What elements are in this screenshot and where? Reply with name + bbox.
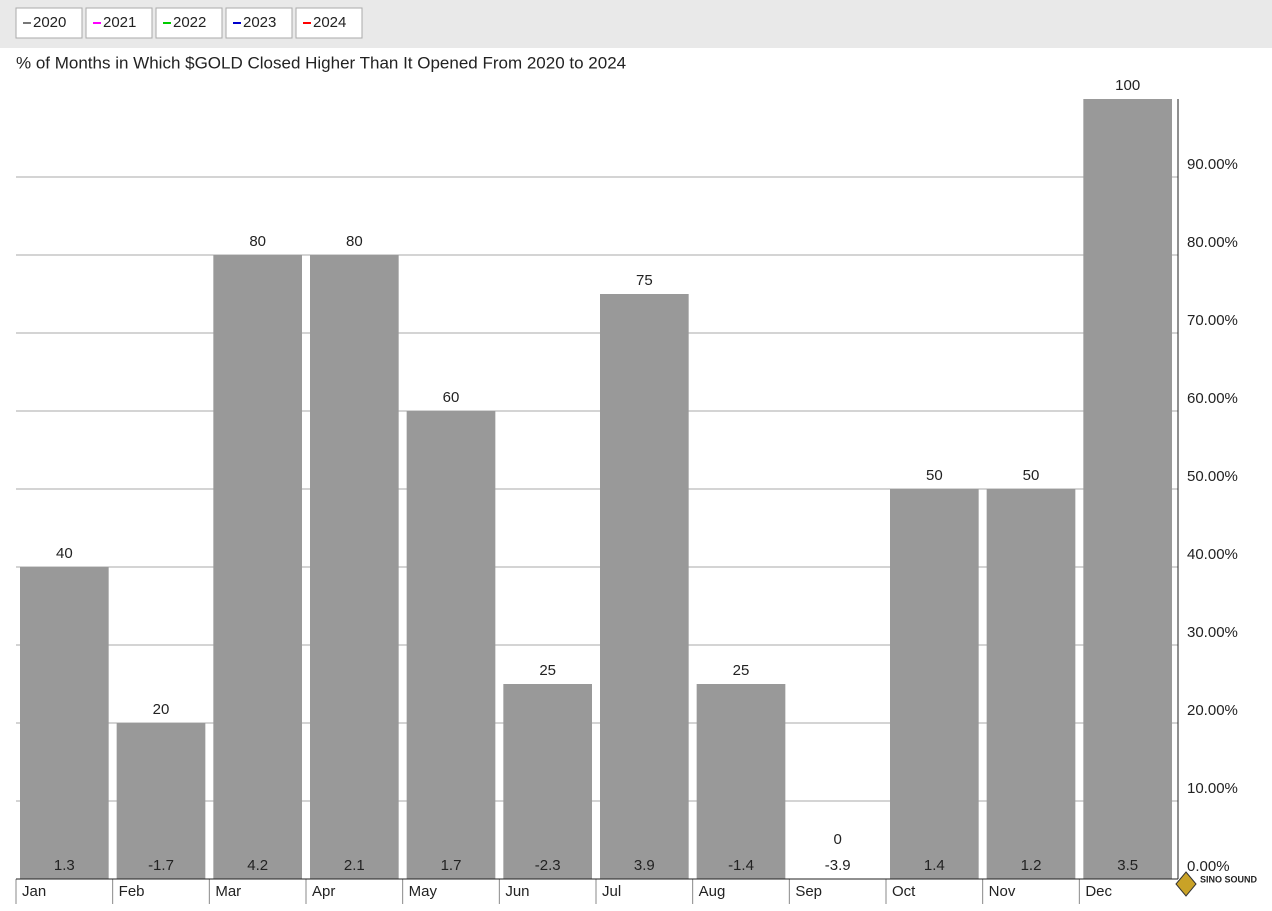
secondary-label: -2.3 <box>535 857 561 874</box>
bar <box>986 489 1076 879</box>
secondary-label: -1.7 <box>148 857 174 874</box>
y-tick-label: 0.00% <box>1187 858 1230 875</box>
value-label: 25 <box>733 662 750 679</box>
bar <box>890 489 979 879</box>
x-tick-label: May <box>409 883 438 900</box>
y-tick-label: 90.00% <box>1187 156 1238 173</box>
x-tick-label: Jun <box>505 883 529 900</box>
watermark-logo <box>1175 871 1197 897</box>
secondary-label: 2.1 <box>344 857 365 874</box>
legend-button[interactable] <box>155 7 223 39</box>
bar <box>503 684 592 879</box>
x-tick-label: Dec <box>1085 883 1112 900</box>
value-label: 60 <box>443 389 460 406</box>
legend-label: 2022 <box>173 14 206 31</box>
value-label: 0 <box>833 831 841 848</box>
value-label: 50 <box>926 467 943 484</box>
y-tick-label: 40.00% <box>1187 546 1238 563</box>
bar <box>600 294 689 879</box>
bar <box>310 255 399 879</box>
y-tick-label: 50.00% <box>1187 468 1238 485</box>
value-label: 20 <box>153 701 170 718</box>
y-tick-label: 20.00% <box>1187 702 1238 719</box>
bar <box>20 567 109 879</box>
x-tick-label: Nov <box>989 883 1016 900</box>
secondary-label: 1.3 <box>54 857 75 874</box>
value-label: 80 <box>346 233 363 250</box>
x-tick-label: Jan <box>22 883 46 900</box>
x-tick-label: Jul <box>602 883 621 900</box>
secondary-label: 3.5 <box>1117 857 1138 874</box>
secondary-label: -1.4 <box>728 857 754 874</box>
secondary-label: -3.9 <box>825 857 851 874</box>
value-label: 100 <box>1115 77 1140 94</box>
legend-label: 2021 <box>103 14 136 31</box>
value-label: 40 <box>56 545 73 562</box>
legend-label: 2020 <box>33 14 66 31</box>
secondary-label: 1.4 <box>924 857 945 874</box>
secondary-label: 1.7 <box>441 857 462 874</box>
x-tick-label: Apr <box>312 883 335 900</box>
bar <box>406 411 496 879</box>
value-label: 80 <box>249 233 266 250</box>
x-tick-label: Aug <box>699 883 726 900</box>
secondary-label: 3.9 <box>634 857 655 874</box>
value-label: 75 <box>636 272 653 289</box>
legend-label: 2023 <box>243 14 276 31</box>
watermark: SINO SOUND <box>1200 874 1258 884</box>
y-tick-label: 10.00% <box>1187 780 1238 797</box>
y-tick-label: 80.00% <box>1187 234 1238 251</box>
bar <box>696 684 786 879</box>
value-label: 25 <box>539 662 556 679</box>
y-tick-label: 60.00% <box>1187 390 1238 407</box>
x-tick-label: Mar <box>215 883 241 900</box>
chart-title: % of Months in Which $GOLD Closed Higher… <box>16 53 626 72</box>
bar <box>116 723 206 879</box>
y-tick-label: 30.00% <box>1187 624 1238 641</box>
bar <box>213 255 302 879</box>
secondary-label: 1.2 <box>1021 857 1042 874</box>
x-tick-label: Sep <box>795 883 822 900</box>
x-tick-label: Feb <box>119 883 145 900</box>
value-label: 50 <box>1023 467 1040 484</box>
legend-label: 2024 <box>313 14 346 31</box>
x-tick-label: Oct <box>892 883 916 900</box>
secondary-label: 4.2 <box>247 857 268 874</box>
y-tick-label: 70.00% <box>1187 312 1238 329</box>
bar <box>1083 99 1172 879</box>
